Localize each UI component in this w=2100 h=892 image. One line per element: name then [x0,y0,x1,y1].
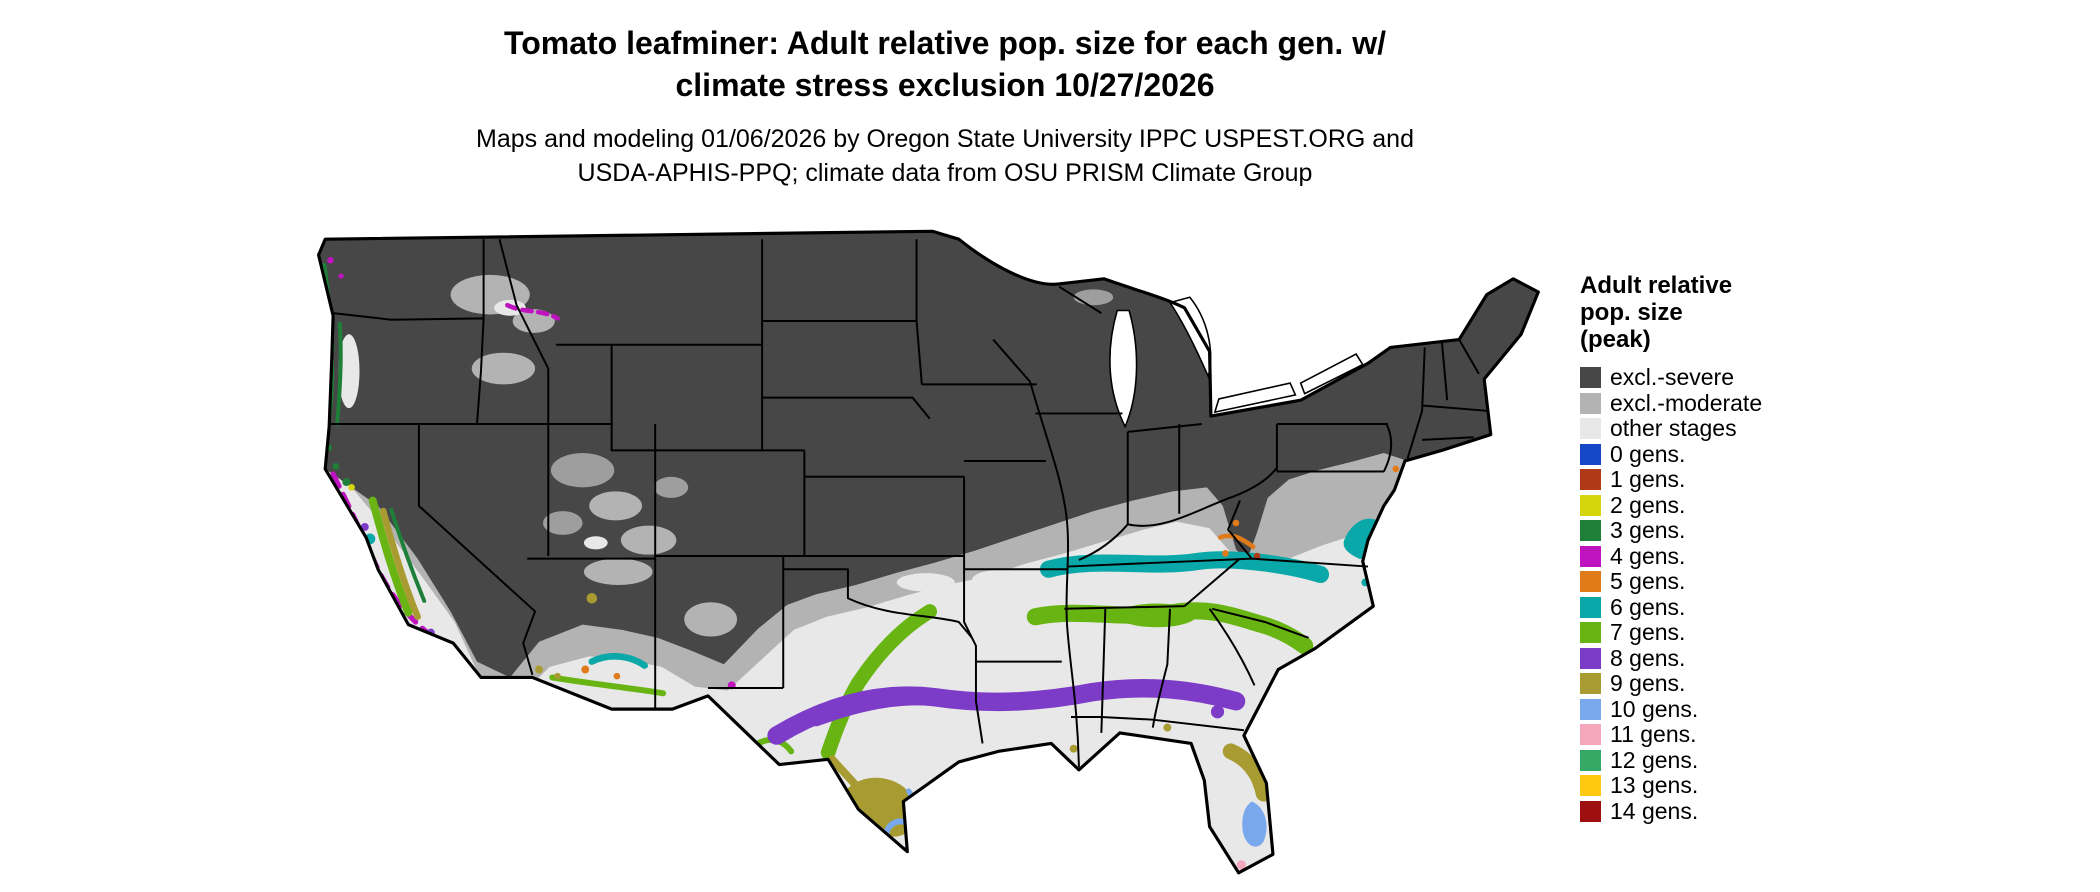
legend-swatch-gen14 [1580,800,1601,822]
legend-label: 12 gens. [1610,746,1699,773]
map-layer-gen1-gen2 [348,484,1261,560]
legend-swatch-other [1580,418,1601,440]
legend-item: 6 gens. [1580,593,1762,621]
legend-item: 14 gens. [1580,797,1762,825]
legend-label: 5 gens. [1610,568,1686,595]
map-layer-light-patches [338,299,1038,725]
legend-swatch-gen8 [1580,647,1601,669]
legend-label: 1 gens. [1610,466,1686,493]
legend-item: excl.-severe [1580,365,1762,391]
legend-label: 3 gens. [1610,517,1686,544]
legend-swatch-exclmoderate [1580,392,1601,414]
legend-label: 14 gens. [1610,797,1699,824]
legend-label: 11 gens. [1610,721,1697,748]
legend-item: 2 gens. [1580,491,1762,519]
map-layer-gen7 [368,496,1372,760]
legend-item: excl.-moderate [1580,389,1763,417]
legend-item: 5 gens. [1580,569,1762,595]
legend-label: other stages [1610,415,1737,442]
state-boundaries [329,238,1487,768]
legend-label: excl.-severe [1610,364,1734,391]
legend-label: 9 gens. [1610,670,1686,697]
legend-swatch-gen4 [1580,545,1601,567]
subtitle-line2: USDA-APHIS-PPQ; climate data from OSU PR… [577,159,1313,187]
legend-item: 13 gens. [1580,773,1762,799]
map-header: Tomato leafminer: Adult relative pop. si… [0,22,1890,190]
legend-title-line2: pop. size [1580,299,1683,326]
legend-swatch-gen7 [1580,622,1601,644]
legend-swatch-gen11 [1580,724,1601,746]
us-map-svg [317,229,1540,875]
legend-item: 4 gens. [1580,542,1762,570]
legend-swatch-gen3 [1580,520,1601,542]
map-subtitle: Maps and modeling 01/06/2026 by Oregon S… [0,122,1890,190]
map-layer-moderate-patches [450,274,1399,637]
us-map [312,226,1566,886]
legend-title: Adult relative pop. size (peak) [1580,272,1762,353]
page-title-line1: Tomato leafminer: Adult relative pop. si… [504,25,1386,61]
legend-item: 3 gens. [1580,518,1762,544]
legend-label: 13 gens. [1610,772,1699,799]
legend-title-line3: (peak) [1580,326,1651,353]
legend-label: 4 gens. [1610,542,1686,569]
legend-item: 7 gens. [1580,620,1762,646]
legend-swatch-gen12 [1580,749,1601,771]
legend: Adult relative pop. size (peak) excl.-se… [1580,272,1762,824]
legend-item: 12 gens. [1580,746,1762,774]
legend-swatch-gen9 [1580,673,1601,695]
legend-item: other stages [1580,416,1762,442]
legend-label: 6 gens. [1610,593,1686,620]
legend-label: 10 gens. [1610,695,1699,722]
map-layer-gen5 [581,465,1400,680]
page-title-line2: climate stress exclusion 10/27/2026 [675,67,1215,103]
legend-swatch-gen0 [1580,443,1601,465]
lake-huron [1168,296,1212,379]
legend-swatch-gen2 [1580,494,1601,516]
legend-label: 0 gens. [1610,440,1686,467]
legend-swatch-gen1 [1580,469,1601,491]
us-outline [317,229,1540,875]
lake-michigan [1109,309,1138,429]
subtitle-line1: Maps and modeling 01/06/2026 by Oregon S… [476,125,1414,153]
lake-erie [1213,382,1297,414]
legend-swatch-gen6 [1580,596,1601,618]
legend-item: 9 gens. [1580,671,1762,697]
legend-label: excl.-moderate [1610,389,1763,416]
legend-label: 2 gens. [1610,491,1686,518]
legend-item: 10 gens. [1580,695,1762,723]
legend-swatch-gen10 [1580,698,1601,720]
legend-item: 11 gens. [1580,722,1762,748]
legend-item: 1 gens. [1580,467,1762,493]
map-layer-gen11 [905,845,1246,870]
legend-item: 0 gens. [1580,440,1762,468]
legend-swatch-gen13 [1580,775,1601,797]
legend-label: 8 gens. [1610,644,1686,671]
legend-swatch-exclsevere [1580,367,1601,389]
legend-items: excl.-severe excl.-moderate other stages 0 … [1580,365,1762,824]
legend-title-line1: Adult relative [1580,272,1733,299]
legend-swatch-gen5 [1580,571,1601,593]
legend-label: 7 gens. [1610,619,1686,646]
lake-ontario [1299,352,1364,395]
great-lakes [1109,296,1364,429]
legend-item: 8 gens. [1580,644,1762,672]
